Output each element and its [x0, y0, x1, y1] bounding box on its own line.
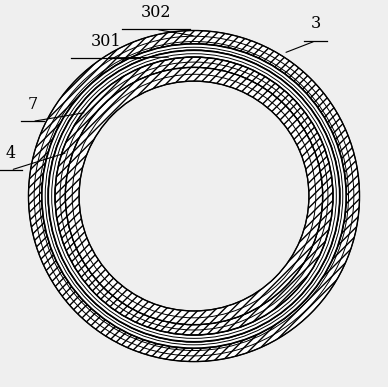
- Text: 4: 4: [5, 145, 16, 162]
- Text: 301: 301: [90, 33, 121, 50]
- Wedge shape: [66, 67, 322, 325]
- Wedge shape: [55, 57, 333, 335]
- Wedge shape: [42, 44, 346, 348]
- Wedge shape: [48, 50, 340, 342]
- Wedge shape: [28, 31, 360, 361]
- Text: 3: 3: [311, 15, 321, 33]
- Text: 302: 302: [141, 4, 171, 21]
- Text: 7: 7: [27, 96, 37, 113]
